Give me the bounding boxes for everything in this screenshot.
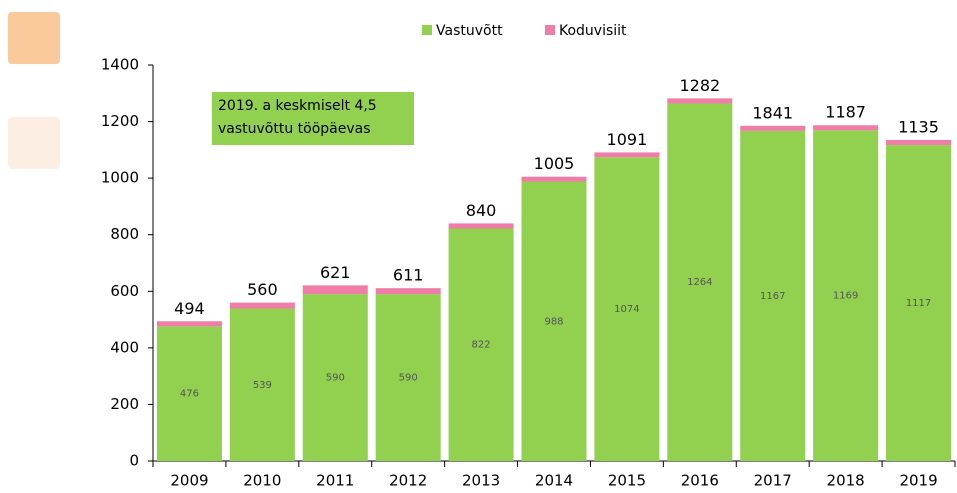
bar-segment: [156, 321, 222, 327]
bar-value-label: 1117: [906, 298, 931, 309]
bar-value-label: 590: [326, 373, 345, 384]
bar-value-label: 539: [253, 380, 272, 391]
bar-segment: [375, 288, 441, 295]
total-label: 1091: [607, 130, 648, 149]
legend-swatch: [422, 25, 432, 35]
decor-square: [8, 117, 60, 169]
bar-segment: [740, 130, 806, 462]
bar-value-label: 822: [472, 340, 491, 351]
bar-segment: [448, 223, 514, 229]
bar-segment: [813, 130, 879, 461]
total-label: 1135: [898, 117, 939, 136]
x-tick-label: 2018: [827, 472, 865, 490]
x-tick-label: 2012: [389, 472, 427, 490]
x-tick-label: 2010: [243, 472, 281, 490]
bar-segment: [448, 228, 514, 461]
bar-segment: [667, 103, 733, 462]
x-tick-label: 2013: [462, 472, 500, 490]
bar-segment: [156, 326, 222, 461]
y-tick-label: 600: [110, 282, 139, 300]
legend-swatch: [545, 25, 555, 35]
y-tick-label: 1200: [101, 112, 139, 130]
total-label: 1841: [752, 103, 793, 122]
bar-segment: [886, 139, 952, 146]
bar-segment: [375, 294, 441, 461]
bar-segment: [813, 125, 879, 131]
bar-value-label: 1074: [614, 304, 639, 315]
bar-value-label: 476: [180, 389, 199, 400]
annotation-text: vastuvõttu tööpäevas: [218, 121, 371, 137]
total-label: 1005: [534, 154, 575, 173]
legend-label: Vastuvõtt: [436, 23, 503, 39]
x-tick-label: 2017: [754, 472, 792, 490]
bar-value-label: 1264: [687, 277, 712, 288]
total-label: 1282: [679, 76, 720, 95]
x-tick-label: 2014: [535, 472, 573, 490]
y-tick-label: 1000: [101, 169, 139, 187]
annotation-text: 2019. a keskmiselt 4,5: [218, 98, 377, 114]
bar-segment: [740, 125, 806, 131]
y-tick-label: 0: [129, 452, 139, 470]
bar-value-label: 590: [399, 373, 418, 384]
total-label: 560: [247, 280, 278, 299]
bar-segment: [594, 152, 660, 158]
bar-segment: [667, 98, 733, 104]
bar-value-label: 1169: [833, 291, 858, 302]
bar-value-label: 1167: [760, 291, 785, 302]
x-tick-label: 2015: [608, 472, 646, 490]
total-label: 1187: [825, 103, 866, 122]
y-tick-label: 400: [110, 338, 139, 356]
bar-segment: [229, 302, 295, 309]
annotation-box: [212, 92, 414, 145]
bar-segment: [886, 145, 952, 461]
x-tick-label: 2011: [316, 472, 354, 490]
x-tick-label: 2019: [899, 472, 937, 490]
x-tick-label: 2009: [170, 472, 208, 490]
total-label: 611: [393, 266, 424, 285]
total-label: 840: [466, 201, 497, 220]
y-tick-label: 800: [110, 225, 139, 243]
total-label: 494: [174, 299, 205, 318]
bar-segment: [594, 157, 660, 461]
y-tick-label: 200: [110, 395, 139, 413]
bar-segment: [302, 294, 368, 461]
bar-value-label: 988: [544, 316, 563, 327]
x-tick-label: 2016: [681, 472, 719, 490]
bar-segment: [521, 181, 587, 461]
bar-segment: [521, 176, 587, 182]
legend-label: Koduvisiit: [559, 23, 627, 39]
total-label: 621: [320, 263, 351, 282]
decor-square: [8, 12, 60, 64]
y-tick-label: 1400: [101, 56, 139, 74]
bar-segment: [302, 285, 368, 295]
bar-segment: [229, 308, 295, 461]
